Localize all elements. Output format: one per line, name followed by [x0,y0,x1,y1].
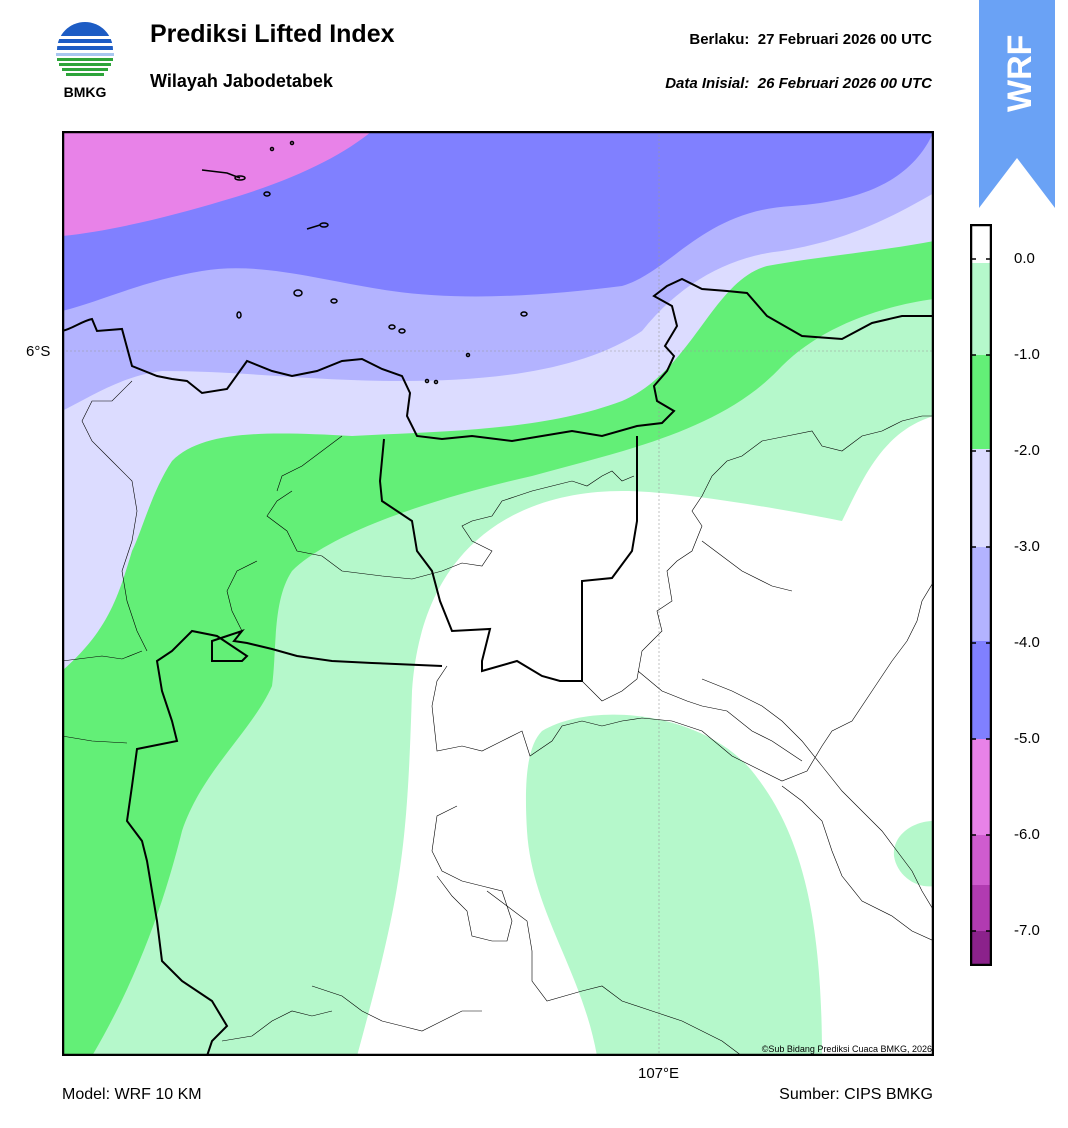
cbar-seg-7 [971,835,991,885]
latitude-label: 6°S [26,343,51,360]
cbar-seg-4 [971,547,991,641]
cbar-tick-label: -5.0 [1014,730,1040,747]
cbar-seg-3 [971,449,991,547]
copyright-text: ©Sub Bidang Prediksi Cuaca BMKG, 2026 [761,1044,932,1054]
valid-time: Berlaku: 27 Februari 2026 00 UTC [689,31,932,48]
regency-boundaries [62,380,934,1056]
cbar-tick-label: -1.0 [1014,346,1040,363]
li-patch-east [893,821,934,887]
islands [201,140,528,385]
cbar-tick-label: -6.0 [1014,826,1040,843]
coastline [62,277,934,443]
cbar-seg-2 [971,355,991,449]
map-frame [62,131,934,1056]
init-time: Data Inisial: 26 Februari 2026 00 UTC [665,75,932,92]
page-subtitle: Wilayah Jabodetabek [150,71,333,91]
cbar-tick-label: -7.0 [1014,922,1040,939]
province-boundary [378,436,638,682]
cbar-seg-0 [971,225,991,263]
map-panel [62,131,934,1056]
init-value: 26 Februari 2026 00 UTC [757,75,932,92]
cbar-tick-label: -3.0 [1014,538,1040,555]
model-label: Model: WRF 10 KM [62,1086,202,1103]
cbar-seg-9 [971,931,991,965]
source-label: Sumber: CIPS BMKG [779,1086,933,1103]
longitude-label: 107°E [638,1065,680,1082]
cbar-tick-label: -2.0 [1014,442,1040,459]
cbar-seg-1 [971,263,991,355]
cbar-seg-6 [971,739,991,835]
cbar-tick-label: -4.0 [1014,634,1040,651]
wrf-badge: WRF [979,0,1055,208]
cbar-seg-5 [971,641,991,739]
cbar-seg-8 [971,885,991,931]
valid-label: Berlaku: [689,31,750,48]
wrf-badge-text: WRF [1001,35,1039,112]
bmkg-logo-icon [56,22,114,76]
li-band-lt-minus5 [62,131,372,236]
valid-value: 27 Februari 2026 00 UTC [757,31,932,48]
init-label: Data Inisial: [665,75,750,92]
li-patch-south [525,714,822,1056]
province-boundary-west [125,628,443,1056]
logo-text: BMKG [63,84,107,100]
colorbar [970,224,992,966]
cbar-tick-label: 0.0 [1014,250,1035,267]
page-title: Prediksi Lifted Index [150,20,395,48]
